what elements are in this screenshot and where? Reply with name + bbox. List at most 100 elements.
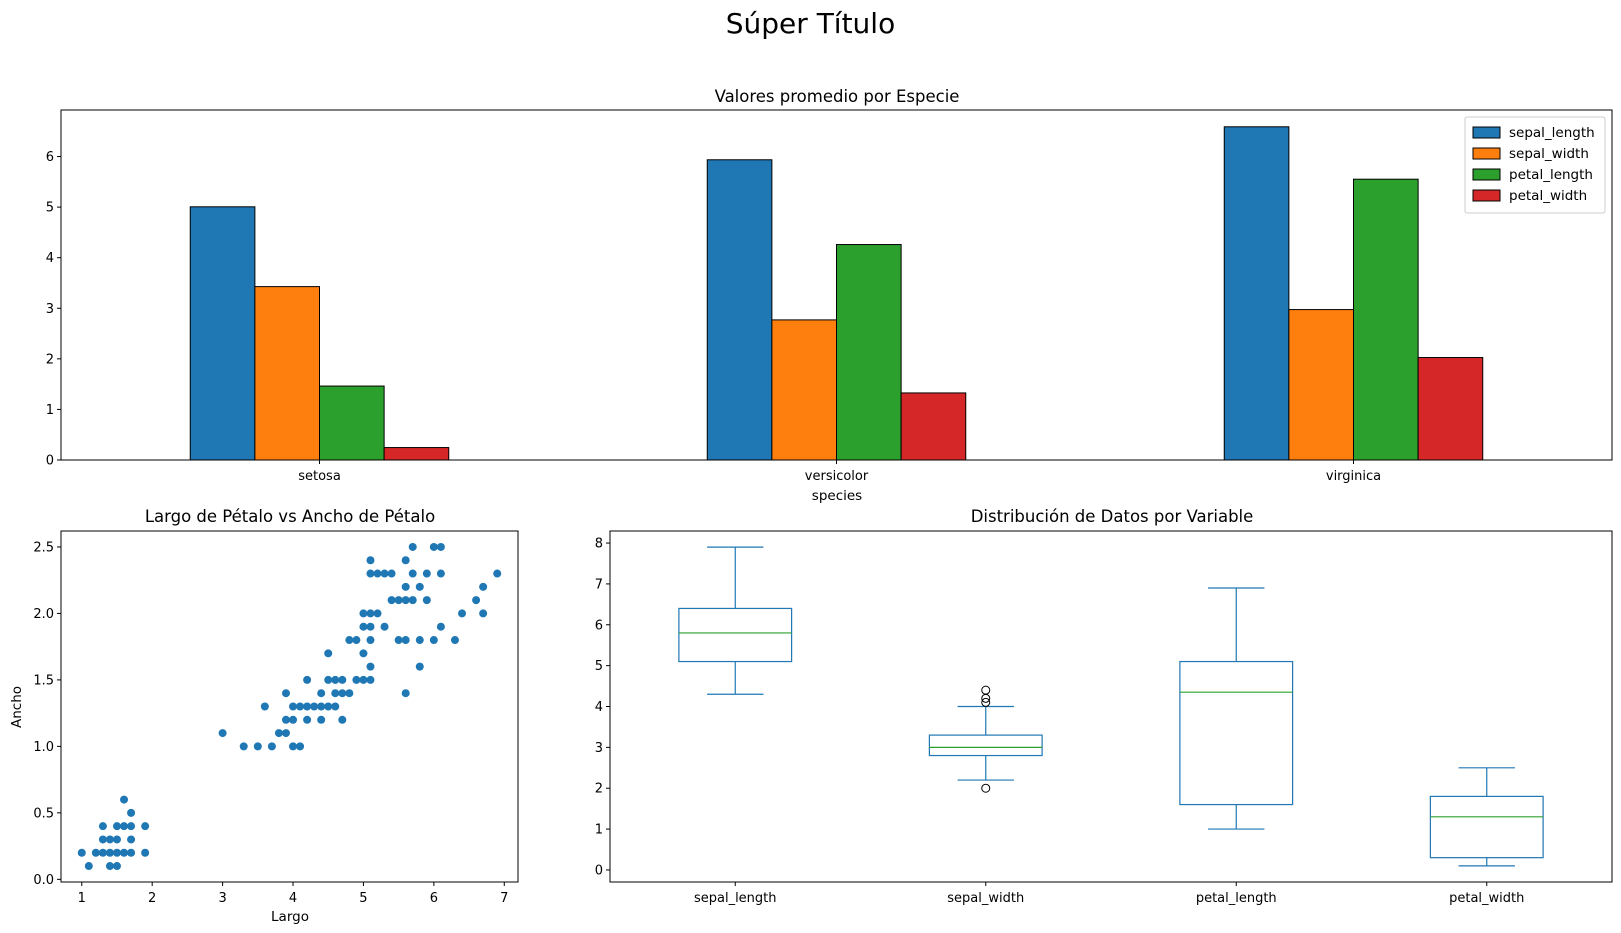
bar-chart-title: Valores promedio por Especie: [715, 87, 960, 106]
scatter-point: [345, 689, 354, 698]
bar-chart-y-tick-label: 2: [46, 352, 54, 367]
scatter-point: [366, 636, 375, 645]
boxplot-y-tick-label: 8: [595, 537, 603, 552]
legend-label-petal_width: petal_width: [1509, 188, 1587, 204]
scatter-point: [281, 715, 290, 724]
scatter-point: [429, 636, 438, 645]
scatter-point: [359, 622, 368, 631]
bar-sepal_length-versicolor: [706, 159, 773, 461]
scatter-point: [387, 596, 396, 605]
bar-sepal_width-setosa: [254, 286, 320, 461]
scatter-point: [91, 848, 100, 857]
scatter-point: [303, 675, 312, 684]
legend-label-petal_length: petal_length: [1509, 167, 1593, 183]
scatter-point: [120, 848, 129, 857]
scatter-x-label: Largo: [271, 909, 309, 925]
scatter-point: [366, 569, 375, 578]
bar-petal_length-setosa: [319, 385, 385, 461]
scatter-point: [366, 675, 375, 684]
scatter-point: [479, 582, 488, 591]
scatter-point: [472, 596, 481, 605]
scatter-point: [112, 862, 121, 871]
scatter-point: [493, 569, 502, 578]
scatter-point: [401, 556, 410, 565]
boxplot-y-tick-label: 3: [595, 741, 603, 756]
bar-petal_width-versicolor: [900, 392, 967, 461]
scatter-point: [324, 649, 333, 658]
scatter-point: [408, 569, 417, 578]
scatter-point: [105, 862, 114, 871]
bar-sepal_length-setosa: [189, 206, 256, 461]
scatter-point: [422, 596, 431, 605]
boxplot-x-ticks: sepal_length sepal_width petal_length petal…: [694, 882, 1524, 906]
scatter-point: [366, 609, 375, 618]
scatter-point: [98, 848, 107, 857]
bar-chart-y-tick-label: 0: [46, 454, 54, 469]
scatter-point: [429, 542, 438, 551]
scatter-point: [296, 702, 305, 711]
scatter-point: [436, 542, 445, 551]
scatter-x-tick-label: 1: [78, 891, 86, 906]
scatter-point: [352, 675, 361, 684]
scatter-point: [281, 729, 290, 738]
bar-chart-y-ticks: 0 1 2 3 4 5 6: [46, 150, 61, 469]
scatter-point: [289, 715, 298, 724]
scatter-point: [331, 689, 340, 698]
scatter-point: [281, 689, 290, 698]
scatter-point: [105, 835, 114, 844]
scatter-point: [289, 742, 298, 751]
scatter-y-tick-label: 1.0: [33, 740, 54, 755]
scatter-point: [274, 729, 283, 738]
scatter-points: [77, 542, 502, 871]
scatter-point: [253, 742, 262, 751]
scatter-point: [331, 675, 340, 684]
scatter-point: [415, 582, 424, 591]
scatter-point: [289, 702, 298, 711]
boxplot-y-tick-label: 5: [595, 659, 603, 674]
scatter-point: [127, 835, 136, 844]
figure-suptitle: Súper Título: [726, 7, 895, 40]
bar-chart-panel: Valores promedio por Especie 0 1 2 3 4 5 6 set…: [46, 87, 1613, 504]
scatter-point: [120, 822, 129, 831]
flier-sepal_width: [981, 783, 991, 793]
bar-chart-y-tick-label: 6: [46, 150, 54, 165]
scatter-point: [366, 622, 375, 631]
legend-frame: [1464, 116, 1606, 214]
scatter-x-tick-label: 3: [218, 891, 226, 906]
box-sepal_width: [928, 734, 1043, 757]
scatter-point: [317, 715, 326, 724]
scatter-point: [401, 689, 410, 698]
scatter-point: [324, 675, 333, 684]
scatter-x-tick-label: 7: [500, 891, 508, 906]
legend-swatch-sepal_width: [1472, 147, 1501, 160]
legend-swatch-petal_width: [1472, 189, 1501, 202]
scatter-point: [105, 848, 114, 857]
scatter-point: [345, 636, 354, 645]
scatter-point: [458, 609, 467, 618]
bar-chart-x-tick-label: virginica: [1326, 469, 1381, 484]
bar-chart-x-label: species: [812, 488, 862, 504]
flier-sepal_width: [981, 693, 991, 703]
scatter-point: [387, 569, 396, 578]
scatter-point: [324, 702, 333, 711]
scatter-y-tick-label: 0.0: [33, 873, 54, 888]
boxplot-x-tick-label: sepal_length: [694, 891, 777, 906]
scatter-point: [260, 702, 269, 711]
scatter-point: [338, 689, 347, 698]
scatter-panel: Largo de Pétalo vs Ancho de Pétalo 0.00.…: [9, 507, 519, 925]
legend-label-sepal_width: sepal_width: [1509, 146, 1589, 162]
scatter-y-tick-label: 2.0: [33, 607, 54, 622]
scatter-point: [373, 569, 382, 578]
scatter-point: [77, 848, 86, 857]
boxplot-y-tick-label: 2: [595, 782, 603, 797]
boxplot-x-tick-label: petal_length: [1196, 891, 1277, 906]
scatter-point: [112, 835, 121, 844]
scatter-point: [422, 569, 431, 578]
scatter-point: [415, 662, 424, 671]
bar-chart-y-tick-label: 1: [46, 403, 54, 418]
scatter-y-tick-label: 0.5: [33, 806, 54, 821]
scatter-point: [436, 569, 445, 578]
scatter-point: [408, 542, 417, 551]
